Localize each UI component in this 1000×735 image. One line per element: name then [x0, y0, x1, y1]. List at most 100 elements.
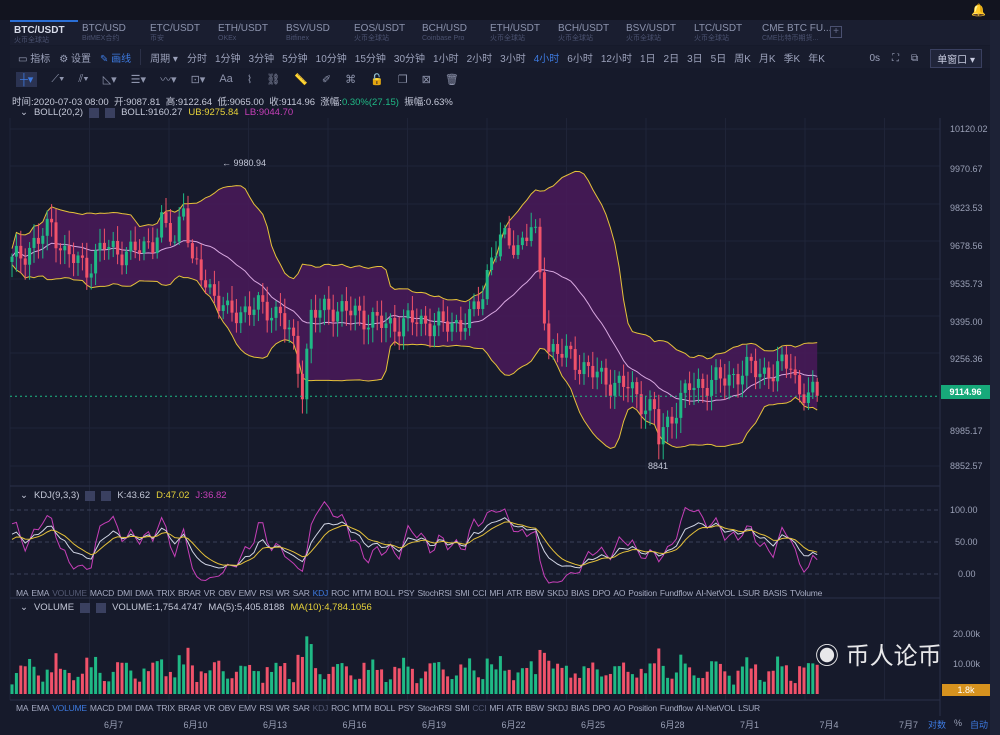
log-scale-button[interactable]: 对数 — [928, 720, 947, 730]
indicator-option[interactable]: BASIS — [762, 588, 787, 598]
rect-tool-icon[interactable]: ⊡▾ — [190, 73, 206, 86]
indicator-option[interactable]: VR — [203, 588, 216, 598]
indicator-option[interactable]: ROC — [331, 703, 350, 713]
indicator-option[interactable]: WR — [275, 703, 290, 713]
period-option[interactable]: 15分钟 — [354, 53, 386, 65]
period-option[interactable]: 周K — [734, 53, 751, 65]
indicator-option[interactable]: BRAR — [177, 588, 201, 598]
indicator-option[interactable]: DMI — [117, 703, 133, 713]
period-option[interactable]: 年K — [808, 53, 825, 65]
indicator-option[interactable]: EMV — [238, 703, 257, 713]
indicator-option[interactable]: MACD — [89, 703, 115, 713]
indicator-option[interactable]: DMA — [135, 703, 154, 713]
indicator-option[interactable]: WR — [275, 588, 290, 598]
bell-icon[interactable]: 🔔 — [971, 3, 986, 17]
indicator-option[interactable]: EMV — [238, 588, 257, 598]
indicator-option[interactable]: TRIX — [156, 588, 175, 598]
indicator-option[interactable]: EMA — [31, 588, 50, 598]
symbol-tab[interactable]: ETC/USDT 币安 — [146, 20, 214, 45]
indicator-option[interactable]: OBV — [218, 703, 236, 713]
settings-icon[interactable] — [80, 602, 91, 613]
settings-icon[interactable] — [85, 490, 96, 501]
indicator-option[interactable]: ATR — [506, 703, 523, 713]
indicator-option[interactable]: SKDJ — [547, 703, 568, 713]
period-option[interactable]: 10分钟 — [315, 53, 347, 65]
close-icon[interactable] — [101, 490, 112, 501]
period-option[interactable]: 1小时 — [433, 53, 459, 65]
period-option[interactable]: 5日 — [710, 53, 727, 65]
link-tool-icon[interactable]: ⛓ — [266, 73, 281, 86]
period-option[interactable]: 3小时 — [500, 53, 526, 65]
period-option[interactable]: 2小时 — [466, 53, 493, 65]
indicator-option[interactable]: CCI — [472, 588, 487, 598]
period-option[interactable]: 30分钟 — [393, 53, 426, 65]
indicator-option[interactable]: BOLL — [374, 588, 396, 598]
indicator-button[interactable]: ▭ 指标 — [18, 53, 51, 65]
symbol-tab[interactable]: ETH/USDT 火币全球站 — [486, 20, 554, 45]
period-option[interactable]: 1分钟 — [214, 53, 241, 65]
indicator-option[interactable]: VOLUME — [52, 703, 87, 713]
collapse-icon[interactable]: ⌄ — [20, 490, 28, 501]
triangle-tool-icon[interactable]: ◺▾ — [102, 73, 117, 86]
indicator-option[interactable]: CCI — [472, 703, 487, 713]
indicator-option[interactable]: PSY — [398, 588, 415, 598]
indicator-option[interactable]: AO — [613, 703, 626, 713]
crosshair-tool-icon[interactable]: ┼▾ — [16, 71, 38, 87]
period-option[interactable]: 3分钟 — [248, 53, 275, 65]
indicator-option[interactable]: BBW — [525, 588, 544, 598]
indicator-option[interactable]: OBV — [218, 588, 236, 598]
indicator-option[interactable]: StochRSI — [417, 588, 453, 598]
symbol-tab[interactable]: ETH/USDT OKEx — [214, 20, 282, 45]
indicator-option[interactable]: SMI — [454, 588, 470, 598]
indicator-option[interactable]: KDJ — [312, 703, 329, 713]
wave-tool-icon[interactable]: 〰▾ — [160, 74, 177, 86]
period-option[interactable]: 月K — [758, 53, 776, 65]
indicator-option[interactable]: SMI — [454, 703, 470, 713]
copy-icon[interactable]: ❐ — [397, 73, 408, 86]
symbol-tab[interactable]: BSV/USDT 火币全球站 — [622, 20, 690, 45]
indicator-option[interactable]: Fundflow — [659, 703, 693, 713]
indicator-option[interactable]: SAR — [292, 703, 310, 713]
indicator-option[interactable]: EMA — [31, 703, 50, 713]
indicator-option[interactable]: TRIX — [156, 703, 175, 713]
text-tool-icon[interactable]: Aa — [219, 73, 233, 85]
indicator-option[interactable]: BIAS — [570, 703, 590, 713]
indicator-option[interactable]: MA — [16, 588, 29, 598]
symbol-tab[interactable]: BCH/USDT 火币全球站 — [554, 20, 622, 45]
indicator-option[interactable]: MTM — [352, 588, 372, 598]
pattern-tool-icon[interactable]: ⌇ — [246, 73, 253, 86]
brush-tool-icon[interactable]: ✐ — [321, 73, 332, 86]
period-option[interactable]: 1日 — [639, 53, 656, 65]
indicator-option[interactable]: RSI — [259, 703, 273, 713]
fullscreen-icon[interactable]: ⛶ — [892, 53, 900, 64]
indicator-option[interactable]: MTM — [352, 703, 372, 713]
period-option[interactable]: 5分钟 — [282, 53, 308, 65]
settings-icon[interactable] — [89, 107, 100, 118]
trash-icon[interactable]: 🗑 — [444, 73, 459, 86]
hide-icon[interactable]: ⊠ — [421, 73, 431, 86]
indicator-option[interactable]: MFI — [489, 588, 504, 598]
indicator-option[interactable]: VOLUME — [52, 588, 87, 598]
indicator-option[interactable]: BBW — [525, 703, 544, 713]
indicator-option[interactable]: ATR — [506, 588, 523, 598]
indicator-option[interactable]: BRAR — [177, 703, 201, 713]
period-option[interactable]: 季K — [783, 53, 801, 65]
draw-button[interactable]: ✎ 画线 — [99, 53, 132, 65]
indicator-option[interactable]: RSI — [259, 588, 273, 598]
indicator-option[interactable]: VR — [203, 703, 216, 713]
close-icon[interactable] — [96, 602, 107, 613]
indicator-option[interactable]: AO — [613, 588, 626, 598]
indicator-option[interactable]: TVolume — [790, 588, 823, 598]
percent-scale-button[interactable]: % — [954, 718, 963, 728]
indicator-option[interactable]: MFI — [489, 703, 504, 713]
period-dropdown[interactable]: 周期 ▾ — [150, 53, 178, 65]
fib-tool-icon[interactable]: ☰▾ — [130, 73, 147, 86]
indicator-option[interactable]: BOLL — [374, 703, 396, 713]
symbol-tab[interactable]: CME BTC FU... CME比特币期货... — [758, 20, 831, 45]
indicator-option[interactable]: StochRSI — [417, 703, 453, 713]
indicator-option[interactable]: DPO — [592, 588, 611, 598]
indicator-option[interactable]: AI-NetVOL — [695, 703, 736, 713]
indicator-option[interactable]: MA — [16, 703, 29, 713]
add-tab-button[interactable]: + — [830, 26, 842, 38]
period-option[interactable]: 2日 — [663, 53, 680, 65]
